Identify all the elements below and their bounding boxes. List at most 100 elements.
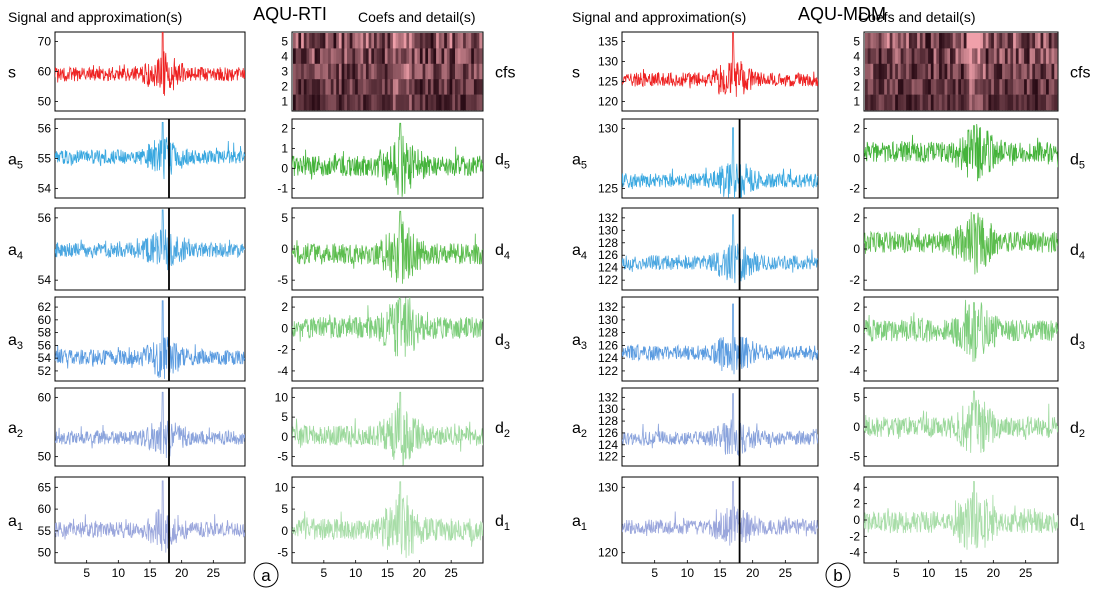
- coef-cell: [982, 33, 987, 49]
- coef-cell: [993, 63, 998, 80]
- coef-cell: [908, 63, 913, 80]
- right-column-header: Coefs and detail(s): [358, 9, 476, 25]
- coef-cell: [1037, 48, 1041, 65]
- coef-cell: [865, 63, 869, 80]
- coef-cell: [411, 33, 415, 49]
- coef-cell: [971, 33, 976, 49]
- coef-cell: [306, 33, 310, 49]
- coef-cell: [947, 48, 951, 65]
- y-tick-label: 54: [38, 273, 52, 287]
- y-tick-label: 55: [38, 524, 52, 538]
- axes-right: [863, 387, 1059, 467]
- y-tick-label: 130: [598, 54, 618, 68]
- coef-cell: [465, 33, 469, 49]
- coef-cell: [349, 48, 353, 65]
- coef-cell: [914, 94, 918, 111]
- coef-cell: [479, 48, 483, 65]
- axes-left: [54, 476, 246, 564]
- x-tick-label-left: 10: [681, 566, 695, 580]
- row-label: a1: [8, 513, 23, 533]
- coef-cell: [917, 63, 921, 80]
- coef-cell: [1013, 63, 1017, 80]
- coef-cell: [944, 33, 948, 49]
- coef-cell: [1046, 48, 1050, 65]
- coef-cell: [982, 63, 987, 80]
- coef-cell: [1043, 33, 1047, 49]
- coef-cell: [428, 48, 432, 65]
- detail-label: d4: [1070, 242, 1085, 262]
- left-column-header: Signal and approximation(s): [572, 9, 746, 25]
- coef-cell: [892, 79, 896, 95]
- coef-cell: [936, 63, 940, 80]
- coef-cell: [991, 33, 995, 49]
- coef-cell: [1035, 94, 1039, 111]
- x-tick-label-left: 10: [112, 566, 126, 580]
- coef-cell: [903, 79, 907, 95]
- coef-cell: [900, 94, 904, 111]
- coef-cell: [1026, 33, 1030, 49]
- coef-cell: [311, 63, 315, 80]
- coef-cell: [895, 33, 899, 49]
- y-tick-label: 65: [38, 480, 52, 494]
- detail-label: d1: [495, 513, 510, 533]
- coef-cell: [971, 48, 976, 65]
- coef-cell: [1007, 63, 1011, 80]
- coef-cell: [878, 33, 882, 49]
- coef-level-label: 5: [281, 34, 288, 48]
- detail-label: d2: [495, 420, 510, 440]
- coef-cell: [430, 48, 434, 65]
- coef-cell: [1032, 48, 1036, 65]
- coef-cell: [379, 33, 383, 49]
- coef-cell: [911, 63, 915, 80]
- coef-cell: [360, 33, 364, 49]
- coef-cell: [865, 33, 869, 49]
- y-tick-label: 132: [598, 211, 618, 225]
- plot-area: [55, 122, 245, 180]
- coef-cell: [438, 63, 442, 80]
- coef-cell: [382, 33, 386, 49]
- coef-cell: [476, 48, 480, 65]
- coef-cell: [963, 63, 967, 80]
- series-line-d2: [864, 390, 1058, 453]
- coef-cell: [352, 79, 356, 95]
- y-tick-label: 128: [598, 326, 618, 340]
- coef-cell: [379, 48, 383, 65]
- coef-cell: [368, 48, 372, 65]
- coef-cell: [908, 48, 913, 65]
- coef-cell: [303, 94, 307, 111]
- panel-badge-letter: a: [261, 566, 271, 585]
- coef-cell: [1037, 79, 1041, 95]
- coef-cell: [1026, 79, 1030, 95]
- coef-cell: [963, 94, 967, 111]
- coef-cell: [977, 94, 981, 111]
- coef-cell: [433, 79, 437, 95]
- coef-cell: [966, 63, 970, 80]
- coef-cell: [919, 33, 923, 49]
- coef-cell: [347, 48, 351, 65]
- coef-cell: [980, 63, 984, 80]
- series-line-d3: [292, 297, 483, 357]
- x-tick-label-left: 20: [746, 566, 760, 580]
- panel-title: AQU-RTI: [253, 4, 327, 24]
- coef-cell: [376, 94, 380, 111]
- coef-cell: [330, 48, 334, 65]
- coef-cell: [325, 48, 329, 65]
- coef-cell: [1054, 48, 1058, 65]
- coef-cell: [330, 79, 334, 95]
- coef-cell: [419, 33, 423, 49]
- coef-cell: [360, 48, 364, 65]
- coef-cell: [928, 94, 932, 111]
- coef-cell: [476, 63, 480, 80]
- y-tick-label: 60: [38, 390, 52, 404]
- coef-cell: [403, 33, 407, 49]
- coef-cell: [409, 63, 413, 80]
- coef-cell: [950, 94, 954, 111]
- coef-cell: [473, 48, 477, 65]
- coef-cell: [936, 79, 940, 95]
- coef-cell: [917, 79, 921, 95]
- coef-cell: [317, 48, 321, 65]
- coef-cell: [406, 48, 410, 65]
- coef-cell: [1048, 48, 1052, 65]
- coef-cell: [401, 94, 405, 111]
- coef-cell: [982, 94, 987, 111]
